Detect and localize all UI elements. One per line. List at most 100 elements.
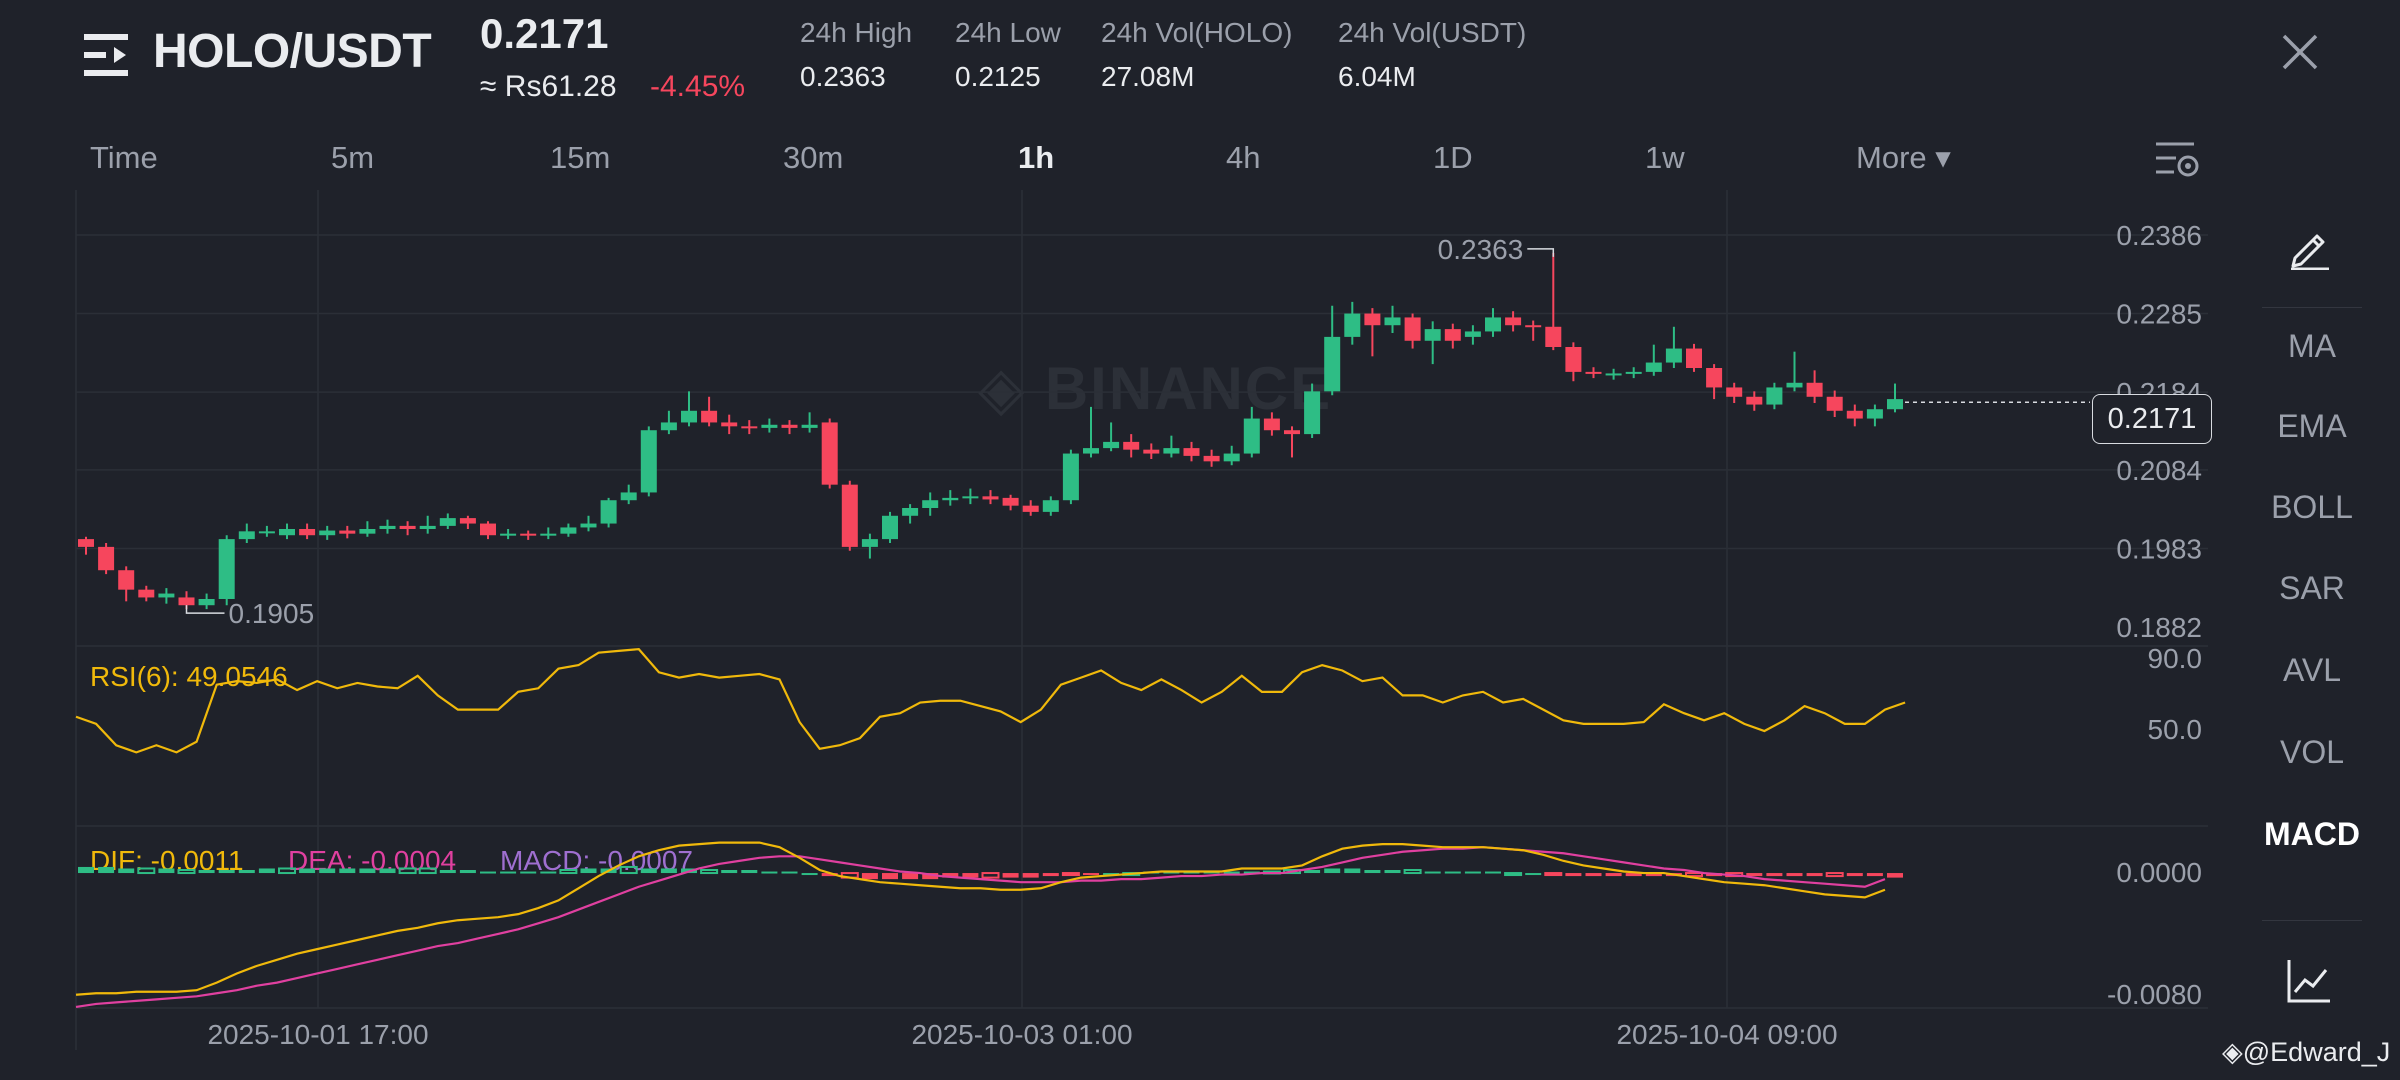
macd-histogram-bar: [218, 870, 235, 874]
candle-body: [721, 422, 738, 427]
candle-body: [1485, 317, 1501, 332]
time-axis-label: 2025-10-03 01:00: [911, 1019, 1132, 1050]
macd-histogram-bar: [158, 868, 175, 874]
time-axis-label: 2025-10-01 17:00: [207, 1019, 428, 1050]
candle-body: [1083, 448, 1099, 454]
candle-body: [1324, 336, 1341, 392]
tab-30m[interactable]: 30m: [783, 140, 844, 175]
macd-histogram-bar: [821, 873, 838, 877]
macd-histogram-bar: [500, 871, 517, 874]
candle-body: [1866, 409, 1883, 419]
macd-histogram-bar: [861, 873, 878, 880]
macd-histogram-bar: [1002, 873, 1019, 878]
tab-15m[interactable]: 15m: [550, 140, 611, 175]
tab-more-dropdown[interactable]: More ▾: [1856, 140, 1951, 175]
drawing-tool-icon[interactable]: [2287, 224, 2333, 270]
rsi-axis-label: 90.0: [2148, 643, 2203, 674]
macd-histogram-bar: [559, 869, 578, 875]
candle-body: [741, 426, 758, 429]
chart-settings-icon[interactable]: [2154, 140, 2200, 180]
price-axis-label: 0.1983: [2116, 533, 2202, 564]
macd-histogram-bar: [882, 873, 898, 880]
indicator-ema[interactable]: EMA: [2277, 408, 2347, 444]
candle-body: [218, 539, 235, 599]
indicator-boll[interactable]: BOLL: [2271, 489, 2353, 525]
macd-histogram-bar: [278, 867, 296, 875]
indicator-macd[interactable]: MACD: [2264, 816, 2360, 852]
close-icon[interactable]: [2280, 32, 2320, 72]
candle-body: [258, 531, 275, 534]
macd-histogram-bar: [1544, 872, 1563, 877]
macd-histogram-bar: [319, 868, 336, 874]
macd-histogram-bar: [1887, 873, 1903, 878]
candle-body: [359, 529, 376, 534]
macd-histogram-bar: [1585, 873, 1602, 877]
candle-body: [299, 529, 316, 536]
low-marker-line: [185, 605, 225, 614]
macd-histogram-bar: [1304, 870, 1321, 874]
macd-histogram-bar: [1786, 873, 1803, 877]
candle-body: [1585, 371, 1602, 374]
indicator-sar[interactable]: SAR: [2279, 570, 2345, 606]
macd-histogram-bar: [1625, 873, 1642, 877]
tab-1d[interactable]: 1D: [1433, 140, 1473, 175]
candle-body: [1726, 387, 1743, 397]
macd-histogram-bar: [781, 871, 798, 874]
macd-histogram-bar: [459, 870, 476, 874]
macd-histogram-bar: [359, 868, 376, 874]
candle-body: [1424, 329, 1441, 341]
candle-body: [922, 500, 939, 508]
stat-24h-high-label: 24h High: [800, 17, 913, 48]
tab-time[interactable]: Time: [90, 140, 158, 175]
macd-histogram-bar: [1525, 873, 1542, 876]
macd-histogram-bar: [922, 873, 939, 880]
candle-body: [801, 424, 818, 428]
candle-body: [379, 525, 396, 529]
candle-body: [841, 484, 858, 547]
tab-5m[interactable]: 5m: [331, 140, 375, 175]
rsi-line: [75, 647, 1906, 754]
tab-1h[interactable]: 1h: [1018, 140, 1055, 175]
indicator-avl[interactable]: AVL: [2282, 652, 2342, 688]
candlestick-chart[interactable]: RSI(6): 49.0546 90.0 50.0 DIF: -0.0011 DEA:…: [0, 190, 2262, 1050]
menu-icon[interactable]: [84, 34, 134, 76]
binance-logo-icon: ◈: [978, 355, 1045, 422]
macd-histogram-bar: [1223, 871, 1240, 874]
candle-body: [821, 422, 838, 485]
candle-body: [902, 508, 919, 516]
indicator-ma[interactable]: MA: [2288, 328, 2336, 364]
candle-body: [942, 497, 959, 501]
candle-body: [459, 518, 476, 524]
candle-body: [1163, 448, 1180, 454]
macd-histogram-bar: [801, 873, 818, 876]
candle-body: [1746, 396, 1763, 405]
macd-histogram-bar: [580, 868, 597, 874]
macd-histogram-bar: [1324, 868, 1341, 874]
candle-body: [419, 525, 436, 529]
macd-histogram-bar: [177, 869, 196, 875]
macd-histogram-bar: [741, 870, 758, 874]
tab-1w[interactable]: 1w: [1645, 140, 1685, 175]
macd-histogram-bar: [258, 868, 275, 874]
candle-body: [1786, 382, 1803, 388]
candle-body: [701, 410, 718, 423]
candle-body: [681, 410, 697, 423]
price-axis-label: 0.2285: [2116, 299, 2202, 330]
candle-body: [1103, 441, 1120, 449]
price-axis-label: 0.2386: [2116, 220, 2202, 251]
macd-histogram-bar: [299, 868, 316, 874]
tab-4h[interactable]: 4h: [1226, 140, 1261, 175]
macd-histogram-bar: [1766, 873, 1783, 877]
candle-body: [1263, 418, 1280, 431]
macd-histogram-bar: [1485, 871, 1501, 874]
macd-histogram-bar: [1806, 873, 1823, 877]
candle-body: [279, 529, 295, 536]
candle-body: [238, 531, 255, 540]
trading-pair-title[interactable]: HOLO/USDT: [153, 25, 432, 78]
indicator-settings-icon[interactable]: [2286, 958, 2332, 1004]
indicator-vol[interactable]: VOL: [2279, 734, 2345, 770]
macd-histogram-bar: [1605, 873, 1622, 877]
candle-body: [1203, 455, 1220, 462]
candle-body: [1505, 317, 1522, 326]
candle-body: [580, 523, 597, 528]
